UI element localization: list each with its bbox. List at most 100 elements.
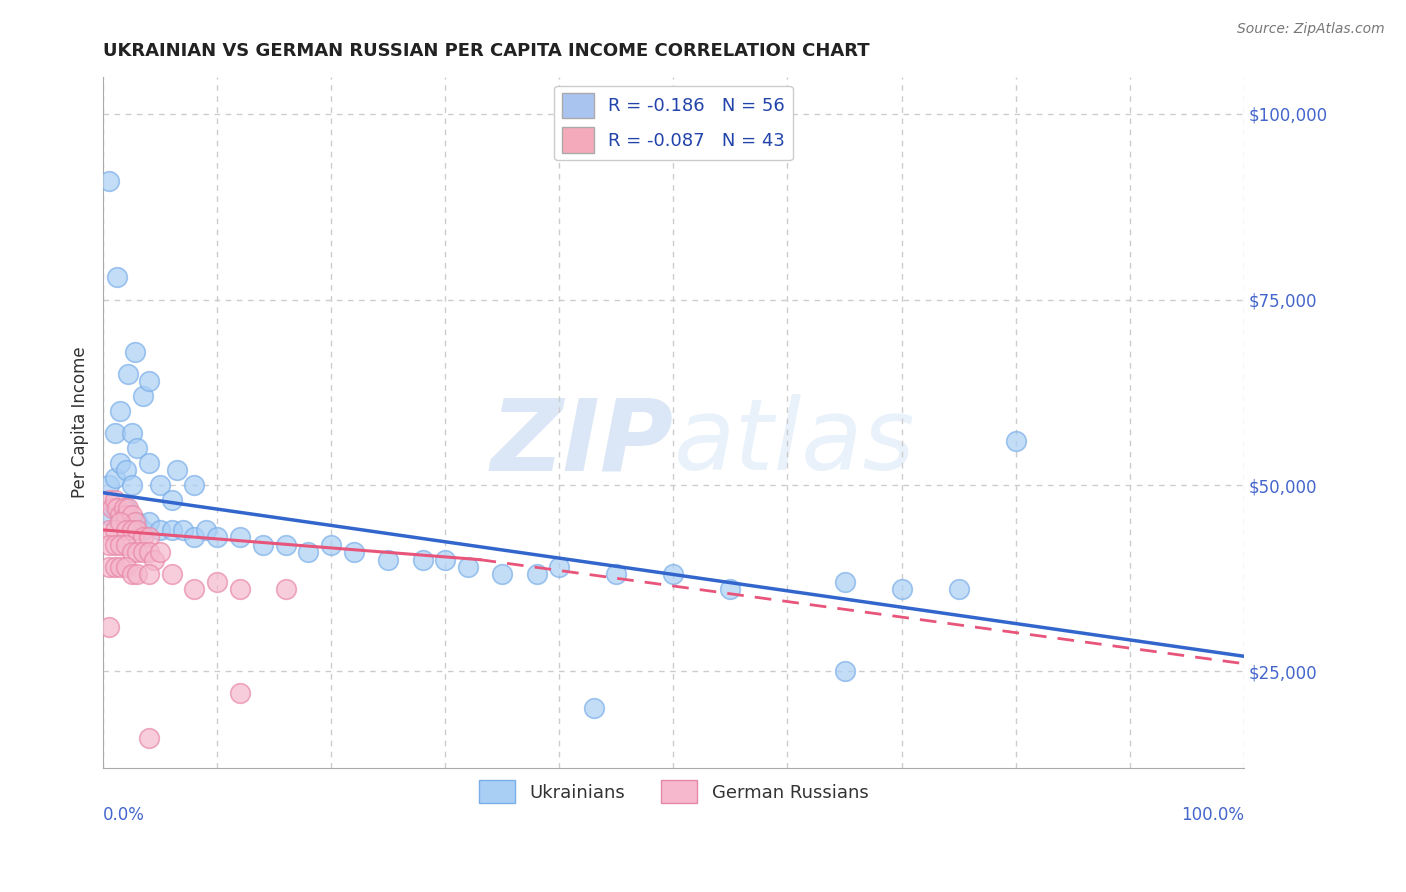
Point bbox=[103, 560, 125, 574]
Point bbox=[103, 523, 125, 537]
Point bbox=[526, 567, 548, 582]
Point bbox=[166, 463, 188, 477]
Point bbox=[97, 523, 120, 537]
Point bbox=[138, 374, 160, 388]
Point bbox=[97, 560, 120, 574]
Point bbox=[121, 508, 143, 522]
Point bbox=[110, 560, 132, 574]
Point bbox=[115, 560, 138, 574]
Point bbox=[194, 523, 217, 537]
Point bbox=[132, 545, 155, 559]
Point bbox=[101, 500, 124, 515]
Point bbox=[97, 478, 120, 492]
Point bbox=[127, 516, 149, 530]
Legend: Ukrainians, German Russians: Ukrainians, German Russians bbox=[471, 772, 876, 811]
Point bbox=[377, 552, 399, 566]
Point bbox=[97, 493, 120, 508]
Point bbox=[662, 567, 685, 582]
Point bbox=[274, 538, 297, 552]
Point bbox=[205, 574, 228, 589]
Point bbox=[115, 508, 138, 522]
Point bbox=[103, 500, 125, 515]
Point bbox=[297, 545, 319, 559]
Point bbox=[172, 523, 194, 537]
Point bbox=[205, 530, 228, 544]
Point bbox=[121, 516, 143, 530]
Point bbox=[834, 574, 856, 589]
Point bbox=[229, 530, 252, 544]
Point bbox=[124, 344, 146, 359]
Point bbox=[110, 516, 132, 530]
Point bbox=[548, 560, 571, 574]
Point bbox=[149, 523, 172, 537]
Point bbox=[160, 523, 183, 537]
Point bbox=[110, 508, 132, 522]
Point bbox=[138, 530, 160, 544]
Point bbox=[115, 538, 138, 552]
Point bbox=[138, 567, 160, 582]
Point bbox=[103, 538, 125, 552]
Point bbox=[105, 270, 128, 285]
Point bbox=[457, 560, 479, 574]
Point bbox=[121, 478, 143, 492]
Text: Source: ZipAtlas.com: Source: ZipAtlas.com bbox=[1237, 22, 1385, 37]
Point bbox=[127, 567, 149, 582]
Point bbox=[121, 545, 143, 559]
Point bbox=[605, 567, 627, 582]
Point bbox=[132, 389, 155, 403]
Text: 100.0%: 100.0% bbox=[1181, 805, 1244, 823]
Text: UKRAINIAN VS GERMAN RUSSIAN PER CAPITA INCOME CORRELATION CHART: UKRAINIAN VS GERMAN RUSSIAN PER CAPITA I… bbox=[103, 42, 870, 60]
Point bbox=[138, 516, 160, 530]
Point bbox=[132, 523, 155, 537]
Point bbox=[834, 664, 856, 678]
Text: 0.0%: 0.0% bbox=[103, 805, 145, 823]
Point bbox=[121, 426, 143, 441]
Point bbox=[115, 463, 138, 477]
Point bbox=[110, 456, 132, 470]
Point bbox=[105, 500, 128, 515]
Point bbox=[127, 523, 149, 537]
Point bbox=[132, 530, 155, 544]
Point bbox=[138, 545, 160, 559]
Point bbox=[229, 686, 252, 700]
Point bbox=[110, 404, 132, 418]
Point bbox=[97, 538, 120, 552]
Point bbox=[948, 582, 970, 597]
Point bbox=[110, 538, 132, 552]
Point bbox=[117, 500, 139, 515]
Point bbox=[97, 174, 120, 188]
Point bbox=[124, 516, 146, 530]
Point bbox=[127, 441, 149, 455]
Point bbox=[274, 582, 297, 597]
Point bbox=[890, 582, 912, 597]
Point bbox=[103, 426, 125, 441]
Point bbox=[103, 493, 125, 508]
Point bbox=[183, 478, 205, 492]
Point bbox=[252, 538, 274, 552]
Point bbox=[115, 523, 138, 537]
Point bbox=[110, 508, 132, 522]
Point bbox=[112, 500, 135, 515]
Point bbox=[97, 619, 120, 633]
Y-axis label: Per Capita Income: Per Capita Income bbox=[72, 346, 89, 498]
Point bbox=[160, 493, 183, 508]
Point bbox=[343, 545, 366, 559]
Point bbox=[97, 508, 120, 522]
Point bbox=[121, 523, 143, 537]
Point bbox=[121, 567, 143, 582]
Point bbox=[183, 530, 205, 544]
Text: ZIP: ZIP bbox=[491, 394, 673, 491]
Point bbox=[143, 552, 166, 566]
Point bbox=[411, 552, 433, 566]
Point bbox=[582, 701, 605, 715]
Point bbox=[149, 545, 172, 559]
Point bbox=[138, 456, 160, 470]
Point bbox=[160, 567, 183, 582]
Point bbox=[1004, 434, 1026, 448]
Point bbox=[149, 478, 172, 492]
Point bbox=[127, 545, 149, 559]
Point bbox=[720, 582, 742, 597]
Point bbox=[183, 582, 205, 597]
Point bbox=[103, 471, 125, 485]
Point bbox=[138, 731, 160, 745]
